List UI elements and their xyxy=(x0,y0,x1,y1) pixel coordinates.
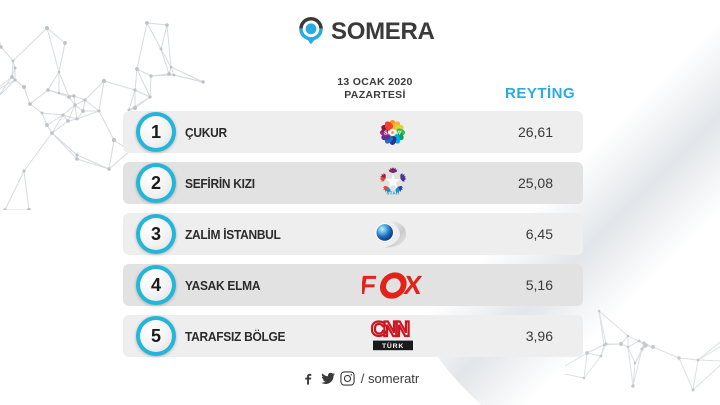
svg-text:X: X xyxy=(402,270,424,300)
svg-text:STAR: STAR xyxy=(386,191,399,196)
svg-text:F: F xyxy=(362,270,378,300)
svg-text:CNN: CNN xyxy=(371,318,409,341)
